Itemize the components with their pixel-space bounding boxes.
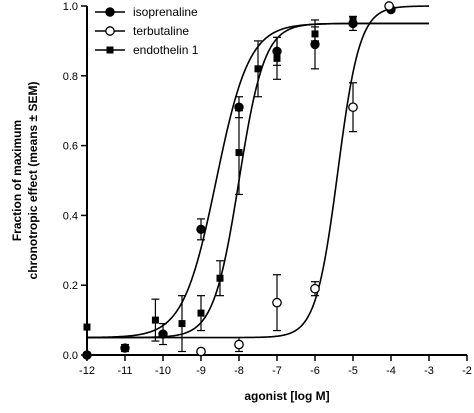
point-endothelin-1 (235, 149, 243, 157)
point-endothelin-1 (83, 323, 91, 331)
error-bars (121, 15, 357, 353)
y-axis-label-line1: Fraction of maximum (10, 120, 24, 241)
y-axis-label-line2: chronotropic effect (means ± SEM) (26, 82, 40, 280)
point-terbutaline (348, 102, 358, 113)
point-terbutaline (384, 1, 394, 11)
point-isoprenaline (196, 224, 206, 235)
point-endothelin-1 (216, 274, 224, 282)
point-endothelin-1 (151, 316, 159, 324)
point-isoprenaline (158, 329, 168, 339)
point-terbutaline (196, 346, 206, 357)
point-terbutaline (272, 297, 282, 308)
x-tick-label: -2 (462, 365, 472, 377)
axes: -12 -11 -10 -9 -8 -7 -6 -5 -4 -3 -2 0.0 0.2 0.4 0.6 0.8… (63, 1, 472, 377)
point-isoprenaline (234, 102, 244, 112)
point-isoprenaline (272, 46, 282, 57)
x-tick-label: -6 (310, 365, 320, 377)
y-tick-label: 0.6 (63, 141, 78, 153)
x-tick-label: -12 (79, 365, 95, 377)
point-terbutaline (234, 339, 244, 350)
y-tick-label: 0.0 (63, 350, 78, 362)
x-tick-label: -3 (424, 365, 434, 377)
x-tick-label: -5 (348, 365, 358, 377)
point-endothelin-1 (178, 320, 186, 328)
point-endothelin-1 (273, 54, 281, 62)
legend-label: endothelin 1 (133, 43, 199, 57)
x-tick-label: -9 (196, 365, 206, 377)
point-isoprenaline (120, 343, 130, 353)
point-terbutaline (310, 283, 320, 294)
y-tick-label: 0.8 (63, 71, 78, 83)
point-endothelin-1 (197, 309, 205, 317)
point-endothelin-1 (349, 16, 357, 24)
x-tick-label: -7 (272, 365, 282, 377)
point-isoprenaline (82, 350, 92, 360)
point-isoprenaline (310, 39, 320, 50)
point-endothelin-1 (254, 65, 262, 73)
point-endothelin-1 (311, 30, 319, 38)
y-tick-label: 0.4 (63, 210, 78, 222)
legend-label: terbutaline (133, 24, 189, 38)
x-tick-label: -4 (386, 365, 396, 377)
legend: isoprenaline terbutaline endothelin 1 (95, 5, 199, 57)
x-tick-label: -11 (117, 365, 132, 377)
legend-label: isoprenaline (133, 5, 198, 19)
legend-marker-terbutaline (105, 26, 115, 36)
x-tick-label: -10 (155, 365, 171, 377)
x-tick-label: -8 (234, 365, 244, 377)
x-axis-label: agonist [log M] (244, 389, 329, 403)
legend-marker-endothelin-1 (106, 46, 114, 54)
y-tick-label: 1.0 (63, 1, 78, 13)
y-tick-label: 0.2 (63, 280, 78, 292)
data-points (82, 1, 396, 360)
legend-marker-isoprenaline (105, 7, 115, 17)
